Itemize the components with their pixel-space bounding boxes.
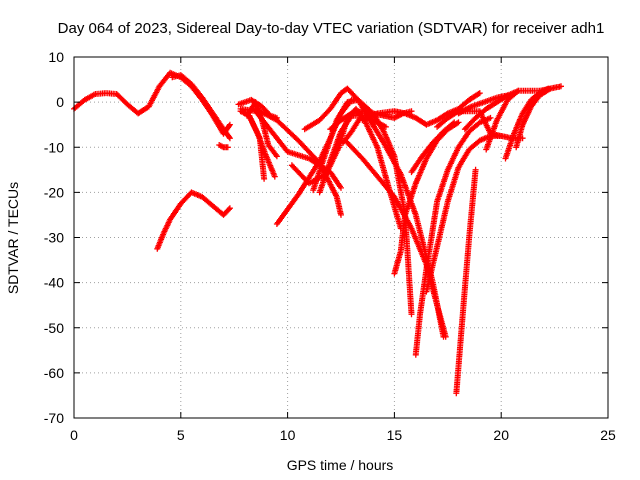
x-tick-label: 0	[70, 427, 78, 443]
sdtvar-chart: Day 064 of 2023, Sidereal Day-to-day VTE…	[0, 0, 640, 480]
series-arc-14	[310, 97, 446, 340]
x-tick-label: 25	[600, 427, 616, 443]
series-arc-3	[216, 142, 231, 150]
y-tick-label: -60	[44, 365, 64, 381]
data-point-markers	[169, 72, 233, 141]
x-axis-label: GPS time / hours	[287, 457, 394, 473]
chart-title: Day 064 of 2023, Sidereal Day-to-day VTE…	[58, 20, 605, 37]
y-tick-label: -40	[44, 275, 64, 291]
data-point-markers	[216, 142, 231, 150]
x-tick-label: 10	[280, 427, 296, 443]
x-tick-label: 15	[387, 427, 403, 443]
y-tick-label: -50	[44, 320, 64, 336]
data-points	[71, 70, 564, 396]
x-tick-label: 20	[493, 427, 509, 443]
y-tick-label: -70	[44, 410, 64, 426]
y-tick-label: -10	[44, 139, 64, 155]
x-tick-label: 5	[177, 427, 185, 443]
y-tick-label: 10	[48, 49, 64, 65]
series-arc-2	[169, 72, 233, 141]
data-point-markers	[310, 97, 446, 340]
data-point-markers	[154, 189, 233, 251]
y-tick-label: 0	[56, 94, 64, 110]
series-arc-24	[453, 167, 478, 396]
series-arc-4	[154, 189, 233, 251]
y-axis-label: SDTVAR / TECUs	[5, 182, 21, 294]
data-point-markers	[453, 167, 478, 396]
y-tick-label: -20	[44, 184, 64, 200]
y-tick-label: -30	[44, 230, 64, 246]
